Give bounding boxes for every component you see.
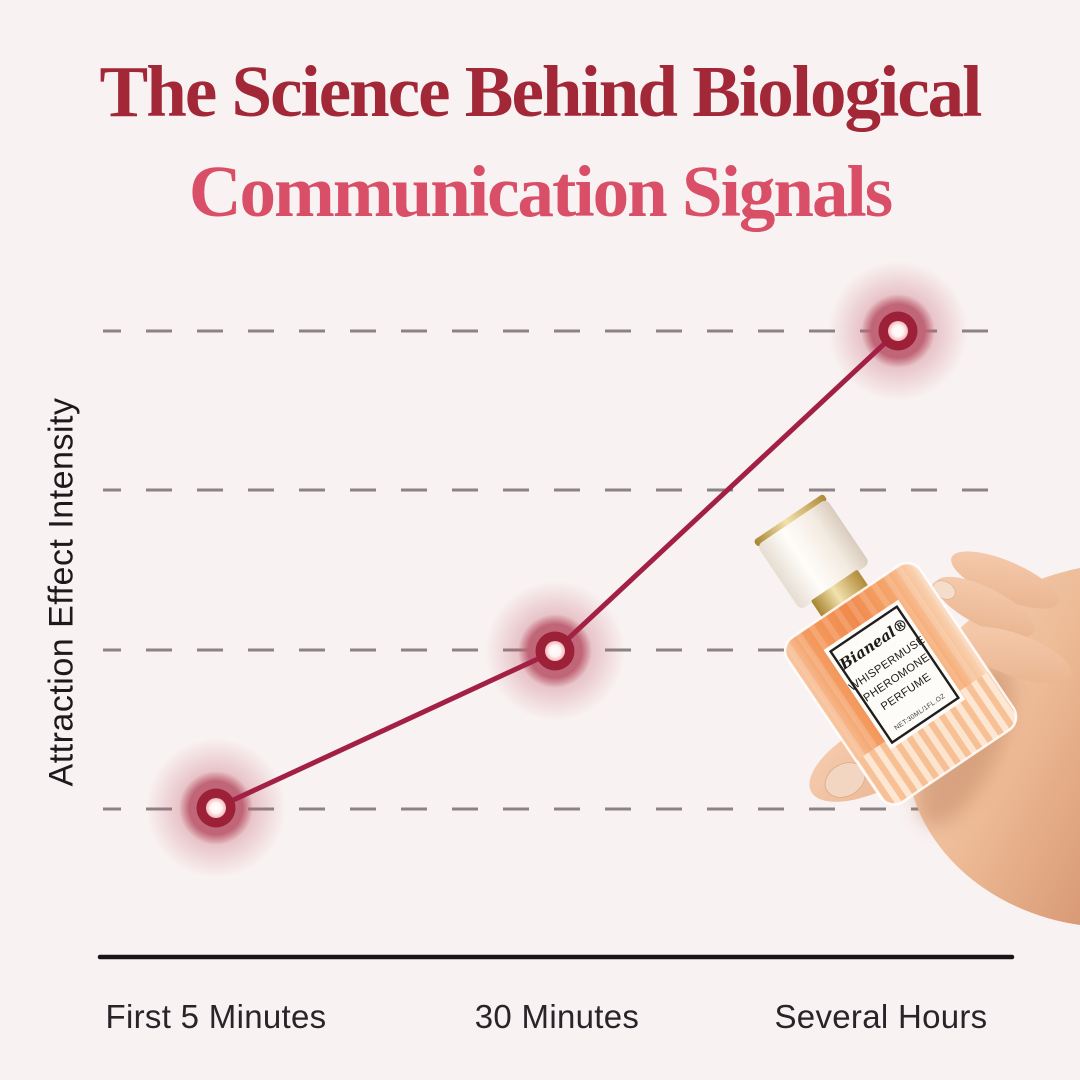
page-title-line-1: The Science Behind Biological xyxy=(99,51,983,132)
x-tick-several-hours: Several Hours xyxy=(774,998,988,1035)
middle-finger xyxy=(958,626,1072,684)
x-tick-30-minutes: 30 Minutes xyxy=(474,998,640,1035)
page-title-line-2: Communication Signals xyxy=(188,151,893,232)
x-tick-first-5-minutes: First 5 Minutes xyxy=(105,998,327,1035)
index-finger xyxy=(935,576,1035,638)
bottle-fluted-base xyxy=(856,671,1023,811)
perfume-bottle: Bianeal® WHISPERMUSE PHEROMONE PERFUME N… xyxy=(754,494,1023,811)
bottle-label xyxy=(823,599,966,750)
bottle-glass-edge xyxy=(783,561,1018,806)
data-points xyxy=(196,311,918,828)
bottle-gold-collar xyxy=(811,570,869,619)
cap-gold-band xyxy=(754,494,827,547)
upper-finger xyxy=(951,551,1059,609)
bottle-label-frame xyxy=(828,605,961,745)
